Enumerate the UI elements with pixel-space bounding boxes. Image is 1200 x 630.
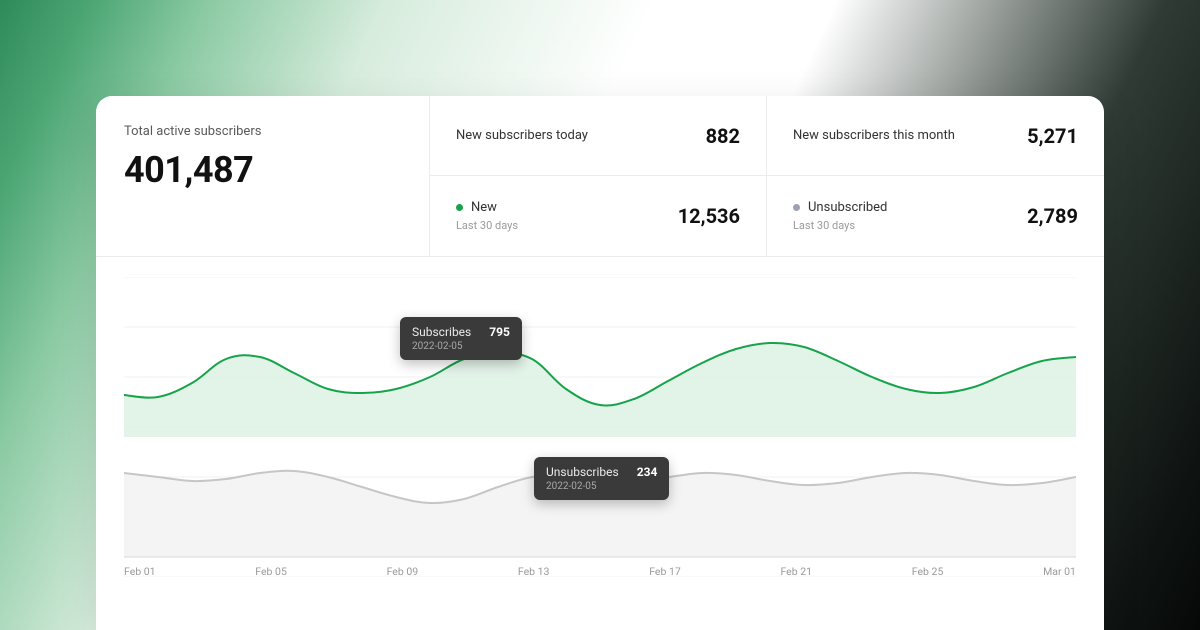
stats-grid: Total active subscribers 401,487 New sub… [96, 96, 1104, 257]
stat-new-30d-value: 12,536 [678, 204, 740, 228]
stat-new-today: New subscribers today 882 [430, 96, 767, 176]
stat-new-today-value: 882 [706, 124, 740, 148]
stat-new-month: New subscribers this month 5,271 [767, 96, 1104, 176]
stat-new-month-value: 5,271 [1027, 124, 1078, 148]
stat-total-value: 401,487 [124, 149, 401, 191]
x-tick-label: Mar 01 [1043, 565, 1076, 578]
page-backdrop: Total active subscribers 401,487 New sub… [0, 0, 1200, 630]
x-tick-label: Feb 05 [255, 565, 287, 578]
stat-total-label: Total active subscribers [124, 124, 401, 139]
series-unsubscribes [124, 471, 1076, 557]
x-tick-label: Feb 01 [124, 565, 156, 578]
chart-area: Subscribes 795 2022-02-05 Unsubscribes 2… [96, 257, 1104, 577]
series-subscribes [124, 343, 1076, 437]
stat-unsub-30d-value: 2,789 [1027, 204, 1078, 228]
x-tick-label: Feb 09 [387, 565, 419, 578]
dashboard-card: Total active subscribers 401,487 New sub… [96, 96, 1104, 630]
subscribers-chart [124, 277, 1076, 577]
dot-icon [793, 204, 800, 211]
stat-unsub-30d-sublabel: Last 30 days [793, 219, 887, 232]
stat-new-30d-sublabel: Last 30 days [456, 219, 518, 232]
x-tick-label: Feb 21 [780, 565, 812, 578]
stat-total-subscribers: Total active subscribers 401,487 [96, 96, 430, 256]
dot-icon [456, 204, 463, 211]
stat-new-30d-label: New [471, 200, 497, 215]
stat-unsub-30d-label: Unsubscribed [808, 200, 887, 215]
x-tick-label: Feb 17 [649, 565, 681, 578]
x-tick-label: Feb 25 [912, 565, 944, 578]
stat-unsub-30d: Unsubscribed Last 30 days 2,789 [767, 176, 1104, 256]
stat-new-30d: New Last 30 days 12,536 [430, 176, 767, 256]
x-axis-labels: Feb 01 Feb 05 Feb 09 Feb 13 Feb 17 Feb 21 Feb … [124, 565, 1076, 578]
x-tick-label: Feb 13 [518, 565, 550, 578]
stat-new-month-label: New subscribers this month [793, 128, 955, 143]
stat-new-today-label: New subscribers today [456, 128, 588, 143]
